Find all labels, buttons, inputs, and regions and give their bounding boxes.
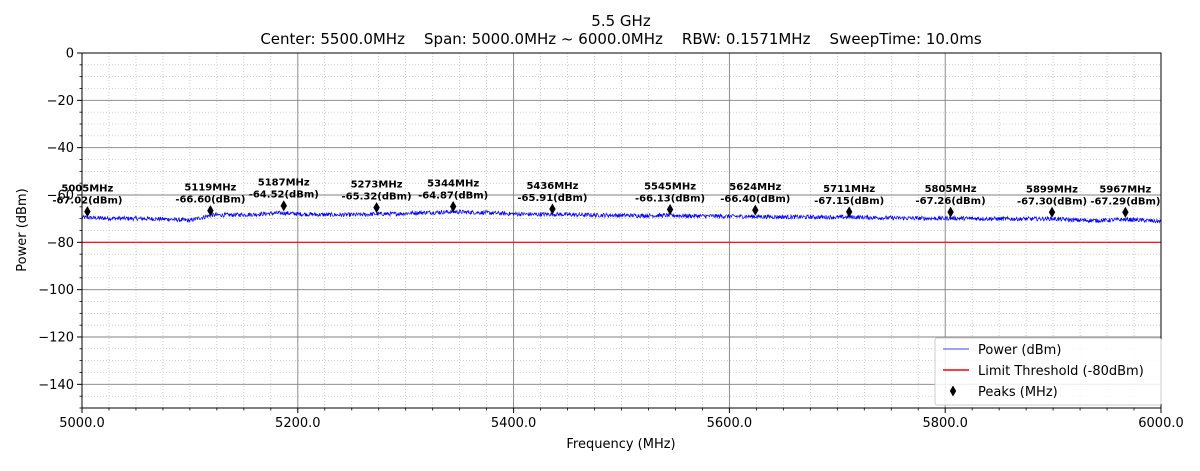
peak-freq-label: 5005MHz (61, 184, 113, 195)
legend-box (934, 337, 1162, 406)
peak-marker (373, 202, 380, 214)
y-axis-label: Power (dBm) (15, 188, 30, 271)
y-tick-label: 0 (66, 47, 74, 62)
y-tick-label: −60 (47, 189, 74, 204)
peak-power-label: -65.91(dBm) (517, 193, 587, 204)
peak-marker (207, 205, 214, 217)
peak-power-label: -66.60(dBm) (175, 195, 245, 206)
peak-power-label: -67.15(dBm) (814, 196, 884, 207)
chart-title: 5.5 GHz (591, 12, 651, 30)
peak-freq-label: 5187MHz (258, 178, 310, 189)
peak-freq-label: 5436MHz (526, 181, 578, 192)
peak-power-label: -67.26(dBm) (916, 196, 986, 207)
peak-freq-label: 5711MHz (823, 184, 875, 195)
legend-entry-label: Peaks (MHz) (978, 385, 1058, 400)
peak-freq-label: 5273MHz (351, 180, 403, 191)
axis-ticks: 5000.0 5200.0 5400.0 5600.0 5800.0 6000.0 0 −20… (38, 47, 1183, 432)
peak-power-label: -67.02(dBm) (52, 196, 122, 207)
peak-marker (84, 206, 91, 218)
peak-freq-label: 5899MHz (1026, 184, 1078, 195)
peak-marker (1048, 206, 1056, 218)
peak-marker (549, 203, 556, 215)
peak-marker (280, 200, 287, 212)
peak-freq-label: 5624MHz (729, 182, 781, 193)
chart-subtitle: Center: 5500.0MHz Span: 5000.0MHz ~ 6000… (260, 30, 982, 48)
peak-marker (752, 204, 759, 216)
peak-freq-label: 5967MHz (1099, 184, 1151, 195)
power-trace (81, 208, 1162, 224)
legend-entry-label: Power (dBm) (978, 343, 1061, 358)
peak-marker (1122, 206, 1129, 218)
x-tick-label: 5400.0 (491, 416, 537, 431)
x-tick-label: 5200.0 (275, 416, 321, 431)
peak-freq-label: 5805MHz (925, 184, 977, 195)
peak-marker (947, 206, 954, 218)
peak-marker (449, 201, 457, 213)
y-tick-label: −80 (47, 236, 74, 251)
x-tick-label: 5600.0 (707, 416, 753, 431)
peak-marker (845, 206, 853, 218)
peak-freq-label: 5119MHz (184, 183, 236, 194)
y-tick-label: −20 (47, 94, 74, 109)
peak-power-label: -66.13(dBm) (635, 194, 705, 205)
peak-freq-label: 5545MHz (644, 182, 696, 193)
legend: Power (dBm) Limit Threshold (-80dBm) Peaks… (934, 337, 1162, 406)
trace-layer (81, 208, 1162, 224)
x-tick-label: 6000.0 (1138, 416, 1184, 431)
y-tick-label: −40 (47, 141, 74, 156)
x-tick-label: 5800.0 (922, 416, 968, 431)
peak-marker (666, 204, 674, 216)
peak-power-label: -67.29(dBm) (1090, 196, 1160, 207)
y-tick-label: −140 (38, 378, 74, 393)
x-axis-label: Frequency (MHz) (566, 437, 675, 452)
legend-entry-label: Limit Threshold (-80dBm) (978, 364, 1144, 379)
peak-power-label: -65.32(dBm) (342, 192, 412, 203)
legend-peaks-swatch (949, 385, 957, 397)
peak-power-label: -66.40(dBm) (720, 194, 790, 205)
peak-power-label: -67.30(dBm) (1017, 196, 1087, 207)
peak-layer: 5005MHz-67.02(dBm) 5119MHz-66.60(dBm) 5187… (52, 178, 1160, 218)
peak-power-label: -64.87(dBm) (418, 191, 488, 202)
y-tick-label: −120 (38, 331, 74, 346)
x-tick-label: 5000.0 (59, 416, 105, 431)
peak-freq-label: 5344MHz (427, 179, 479, 190)
peak-power-label: -64.52(dBm) (249, 190, 319, 201)
y-tick-label: −100 (38, 283, 74, 298)
